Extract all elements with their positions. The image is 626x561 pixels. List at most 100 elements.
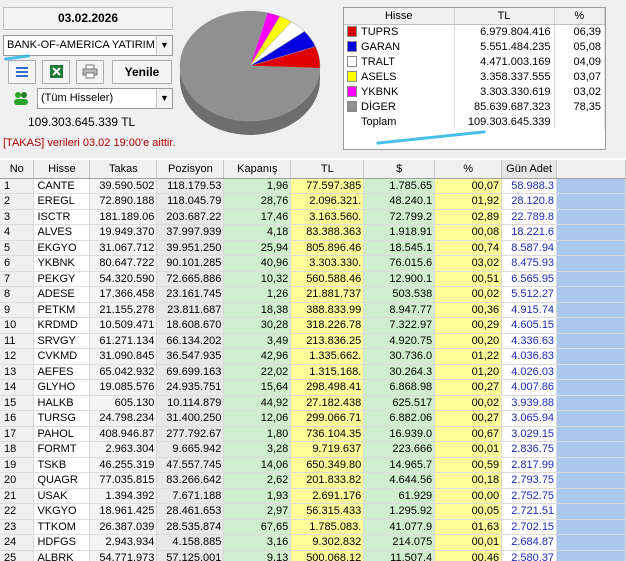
- daily-volume: 2.752.75: [501, 488, 558, 504]
- tl-value: 3.163.560.: [290, 209, 365, 225]
- column-header[interactable]: Hisse: [33, 160, 91, 179]
- tl-value: 201.833.82: [290, 472, 365, 489]
- usd-value: 1.918.91: [363, 224, 436, 241]
- table-row[interactable]: 7 PEKGY 54.320.590 72.665.886 10,32 560.588.4…: [0, 271, 626, 287]
- table-row[interactable]: 25 ALBRK 54.771.973 57.125.001 9,13 500.068.1…: [0, 550, 626, 561]
- pie-slice-di̇ger: [179, 10, 321, 122]
- takas-value: 1.394.392: [89, 488, 158, 504]
- table-row[interactable]: 12 CVKMD 31.090.845 36.547.935 42,96 1.335.66…: [0, 348, 626, 365]
- daily-volume: 2.817.99: [501, 457, 558, 473]
- column-header[interactable]: Pozisyon: [156, 160, 225, 179]
- column-header[interactable]: Kapanış: [223, 160, 292, 179]
- tl-value: 560.588.46: [290, 271, 365, 287]
- table-row[interactable]: 14 GLYHO 19.085.576 24.935.751 15,64 298.498.…: [0, 379, 626, 396]
- table-row[interactable]: 11 SRVGY 61.271.134 66.134.202 3,49 213.836.2…: [0, 333, 626, 349]
- group-button[interactable]: [8, 87, 34, 109]
- usd-value: 61.929: [363, 488, 436, 504]
- daily-volume: 4.605.15: [501, 317, 558, 334]
- percent-value: 00,27: [434, 410, 503, 427]
- table-row[interactable]: 8 ADESE 17.366.458 23.161.745 1,26 21.881.737…: [0, 286, 626, 303]
- column-header[interactable]: No: [0, 160, 35, 179]
- daily-volume: 5.512.27: [501, 286, 558, 303]
- position-value: 203.687.22: [156, 209, 225, 225]
- position-value: 24.935.751: [156, 379, 225, 396]
- legend-header-pct: %: [554, 8, 605, 25]
- table-row[interactable]: 16 TURSG 24.798.234 31.400.250 12,06 299.066.…: [0, 410, 626, 427]
- stock-filter-select[interactable]: (Tüm Hisseler) ▼: [37, 88, 173, 109]
- table-row[interactable]: 9 PETKM 21.155.278 23.811.687 18,38 388.833.9…: [0, 302, 626, 318]
- table-row[interactable]: 5 EKGYO 31.067.712 39.951.250 25,94 805.896.4…: [0, 240, 626, 256]
- tl-value: 56.315.433: [290, 503, 365, 520]
- takas-value: 19.949.370: [89, 224, 158, 241]
- tl-value: 299.066.71: [290, 410, 365, 427]
- refresh-button[interactable]: Yenile: [112, 60, 172, 84]
- position-value: 37.997.939: [156, 224, 225, 241]
- close-price: 25,94: [223, 240, 292, 256]
- legend-tl: 4.471.003.169: [454, 54, 555, 69]
- column-header[interactable]: Takas: [89, 160, 158, 179]
- broker-select-value: BANK-OF-AMERICA YATIRIM: [7, 39, 155, 51]
- usd-value: 48.240.1: [363, 193, 436, 210]
- list-button[interactable]: [8, 60, 36, 84]
- row-number: 7: [0, 271, 35, 287]
- row-filler: [556, 503, 626, 520]
- usd-value: 7.322.97: [363, 317, 436, 334]
- legend-pct: 78,35: [554, 99, 605, 114]
- table-row[interactable]: 21 USAK 1.394.392 7.671.188 1,93 2.691.176 61.…: [0, 488, 626, 504]
- print-button[interactable]: [76, 60, 104, 84]
- stock-symbol: PETKM: [33, 302, 91, 318]
- daily-volume: 2.836.75: [501, 441, 558, 458]
- row-number: 2: [0, 193, 35, 210]
- table-row[interactable]: 3 ISCTR 181.189.06 203.687.22 17,46 3.163.560…: [0, 209, 626, 225]
- broker-select[interactable]: BANK-OF-AMERICA YATIRIM ▼: [3, 35, 173, 56]
- row-filler: [556, 534, 626, 551]
- table-row[interactable]: 20 QUAGR 77.035.815 83.266.642 2,62 201.833.8…: [0, 472, 626, 489]
- column-header[interactable]: %: [434, 160, 503, 179]
- table-row[interactable]: 18 FORMT 2.963.304 9.665.942 3,28 9.719.637 22…: [0, 441, 626, 458]
- row-number: 9: [0, 302, 35, 318]
- excel-button[interactable]: [42, 60, 70, 84]
- table-row[interactable]: 23 TTKOM 26.387.039 28.535.874 67,65 1.785.08…: [0, 519, 626, 535]
- takas-value: 80.647.722: [89, 255, 158, 272]
- table-row[interactable]: 13 AEFES 65.042.932 69.699.163 22,02 1.315.16…: [0, 364, 626, 380]
- close-price: 3,16: [223, 534, 292, 551]
- daily-volume: 4.336.63: [501, 333, 558, 349]
- percent-value: 00,01: [434, 441, 503, 458]
- table-row[interactable]: 6 YKBNK 80.647.722 90.101.285 40,96 3.303.330…: [0, 255, 626, 272]
- table-row[interactable]: 4 ALVES 19.949.370 37.997.939 4,18 83.388.363…: [0, 224, 626, 241]
- close-price: 42,96: [223, 348, 292, 365]
- legend-header-hisse: Hisse: [344, 8, 455, 25]
- position-value: 18.608.670: [156, 317, 225, 334]
- row-number: 1: [0, 178, 35, 194]
- close-price: 44,92: [223, 395, 292, 411]
- daily-volume: 2.684.87: [501, 534, 558, 551]
- row-number: 10: [0, 317, 35, 334]
- takas-value: 61.271.134: [89, 333, 158, 349]
- stock-grid[interactable]: No Hisse Takas Pozisyon Kapanış TL $% Gün Adet …: [0, 160, 626, 561]
- column-header[interactable]: TL: [290, 160, 365, 179]
- column-header[interactable]: Gün Adet: [501, 160, 558, 179]
- legend-row: Toplam 109.303.645.339: [344, 114, 605, 129]
- chevron-down-icon[interactable]: ▼: [156, 36, 172, 55]
- table-row[interactable]: 19 TSKB 46.255.319 47.557.745 14,06 650.349.8…: [0, 457, 626, 473]
- row-filler: [556, 178, 626, 194]
- table-row[interactable]: 15 HALKB 605.130 10.114.879 44,92 27.182.438 6…: [0, 395, 626, 411]
- table-row[interactable]: 1 CANTE 39.590.502 118.179.53 1,96 77.597.385…: [0, 178, 626, 194]
- table-row[interactable]: 17 PAHOL 408.946.87 277.792.67 1,80 736.104.3…: [0, 426, 626, 442]
- chevron-down-icon[interactable]: ▼: [156, 89, 172, 108]
- legend-name: TRALT: [344, 54, 455, 69]
- daily-volume: 6.565.95: [501, 271, 558, 287]
- daily-volume: 4.915.74: [501, 302, 558, 318]
- table-row[interactable]: 2 EREGL 72.890.188 118.045.79 28,76 2.096.321…: [0, 193, 626, 210]
- table-row[interactable]: 10 KRDMD 10.509.471 18.608.670 30,28 318.226.…: [0, 317, 626, 334]
- close-price: 67,65: [223, 519, 292, 535]
- usd-value: 625.517: [363, 395, 436, 411]
- close-price: 9,13: [223, 550, 292, 561]
- legend-pct: [554, 114, 605, 129]
- percent-value: 01,22: [434, 348, 503, 365]
- position-value: 66.134.202: [156, 333, 225, 349]
- row-filler: [556, 472, 626, 489]
- column-header[interactable]: $: [363, 160, 436, 179]
- table-row[interactable]: 24 HDFGS 2.943.934 4.158.885 3,16 9.302.832 21…: [0, 534, 626, 551]
- table-row[interactable]: 22 VKGYO 18.961.425 28.461.653 2,97 56.315.43…: [0, 503, 626, 520]
